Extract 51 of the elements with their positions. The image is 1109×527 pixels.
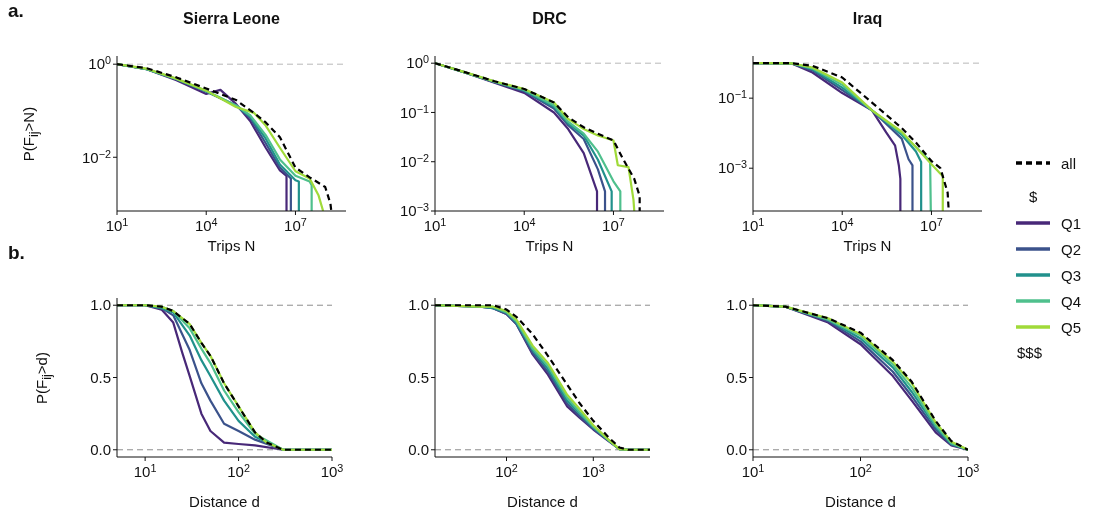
x-tick-label: 10$^{2}$ xyxy=(495,462,518,481)
x-tick-label: 10$^{4}$ xyxy=(194,216,218,235)
legend-label: Q4 xyxy=(1061,292,1082,310)
x-tick-label: 10$^{2}$ xyxy=(849,462,872,481)
x-tick-label: 10$^{3}$ xyxy=(320,462,344,481)
x-axis-title: Trips N xyxy=(842,237,893,254)
x-tick-label: 10$^{1}$ xyxy=(741,216,765,235)
y-tick-label: 0.5 xyxy=(90,368,111,386)
chart-title: DRC xyxy=(531,10,568,28)
text: a. xyxy=(8,0,24,22)
x-tick-label: 10$^{7}$ xyxy=(284,216,307,235)
y-tick-label: 10$^{−2}$ xyxy=(82,147,111,166)
legend-title: $ xyxy=(1028,187,1039,207)
x-axis-title: Distance d xyxy=(188,493,261,510)
y-tick-label: 10$^{−3}$ xyxy=(718,158,747,177)
x-axis-title: Trips N xyxy=(206,237,257,254)
y-tick-label: 0.0 xyxy=(726,441,747,459)
y-tick-label: 10$^{−2}$ xyxy=(400,152,429,170)
chart-title: Iraq xyxy=(851,10,884,28)
text: b. xyxy=(8,242,25,264)
x-tick-label: 10$^{3}$ xyxy=(581,462,605,481)
legend-label: Q1 xyxy=(1061,214,1082,232)
y-tick-label: 0.0 xyxy=(408,441,429,459)
x-tick-label: 10$^{1}$ xyxy=(133,462,157,481)
y-tick-label: 0.5 xyxy=(408,368,429,386)
x-axis-title: Distance d xyxy=(824,493,897,510)
x-tick-label: 10$^{4}$ xyxy=(830,216,854,235)
y-tick-label: 10$^{−1}$ xyxy=(400,102,429,121)
y-tick-label: 1.0 xyxy=(90,296,111,314)
x-tick-label: 10$^{4}$ xyxy=(512,216,536,235)
y-tick-label: 1.0 xyxy=(726,296,747,314)
chart-title: Sierra Leone xyxy=(182,10,281,28)
y-tick-label: 10$^{0}$ xyxy=(88,54,111,73)
legend-label: Q2 xyxy=(1061,240,1082,258)
x-tick-label: 10$^{2}$ xyxy=(227,462,250,481)
x-axis-title: Trips N xyxy=(524,237,575,254)
legend-label: Q3 xyxy=(1061,266,1082,284)
x-tick-label: 10$^{1}$ xyxy=(741,462,765,481)
y-tick-label: 0.0 xyxy=(90,441,111,459)
x-tick-label: 10$^{3}$ xyxy=(956,462,980,481)
y-tick-label: 10$^{0}$ xyxy=(406,53,429,72)
y-tick-label: 10$^{−1}$ xyxy=(718,88,747,107)
x-tick-label: 10$^{7}$ xyxy=(602,216,625,235)
legend-label: Q5 xyxy=(1061,318,1082,336)
x-axis-title: Distance d xyxy=(506,493,579,510)
x-tick-label: 10$^{1}$ xyxy=(105,216,129,235)
legend-label: all xyxy=(1061,154,1077,172)
x-tick-label: 10$^{7}$ xyxy=(920,216,943,235)
y-tick-label: 1.0 xyxy=(408,296,429,314)
y-tick-label: 0.5 xyxy=(726,368,747,386)
text: $$$ xyxy=(1016,343,1044,363)
